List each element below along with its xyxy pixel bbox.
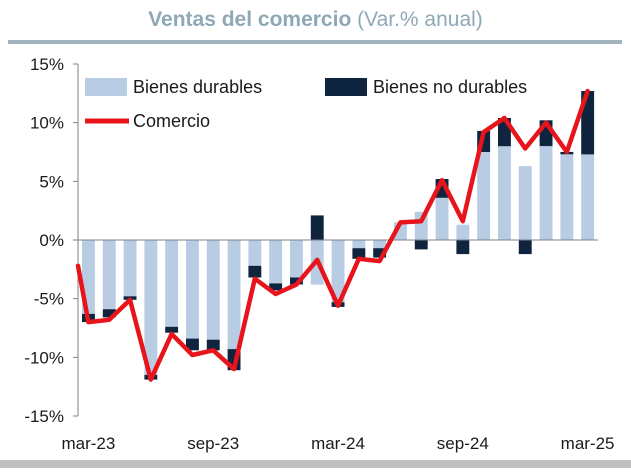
- line-group: [75, 88, 590, 382]
- bar-durables: [290, 240, 303, 278]
- bar-durables: [123, 240, 137, 297]
- bar-durables: [144, 240, 158, 375]
- x-tick-label: mar-24: [311, 434, 365, 453]
- legend-swatch-no-durables: [325, 78, 367, 96]
- comercio-point: [523, 147, 527, 150]
- x-tick-label: mar-23: [61, 434, 115, 453]
- bar-durables: [373, 240, 387, 249]
- comercio-point: [86, 320, 90, 324]
- bar-durables: [560, 154, 574, 240]
- comercio-point: [336, 304, 340, 308]
- comercio-point: [378, 259, 382, 263]
- comercio-point: [461, 219, 465, 223]
- x-tick-label: sep-24: [437, 434, 489, 453]
- chart-subtitle: (Var.% anual): [357, 8, 483, 31]
- legend: Bienes durables Bienes no durables Comer…: [85, 77, 527, 131]
- comercio-point: [170, 332, 174, 336]
- bar-durables: [102, 240, 116, 310]
- legend-label-comercio: Comercio: [133, 111, 210, 131]
- bar-durables: [539, 146, 553, 240]
- y-tick-label: 15%: [30, 55, 64, 74]
- comercio-point: [398, 220, 402, 224]
- bars-group: [82, 91, 595, 380]
- bar-durables: [269, 240, 283, 284]
- comercio-point: [128, 298, 132, 302]
- comercio-point: [274, 292, 278, 296]
- bar-durables: [352, 240, 366, 249]
- bar-durables: [165, 240, 179, 327]
- comercio-point: [211, 348, 215, 352]
- axes-group: 15% 10% 5% 0% -5% -10% -15% mar-23 sep-23 mar-24 s…: [24, 55, 614, 453]
- bar-no-durables: [518, 240, 532, 255]
- bar-durables: [331, 240, 345, 303]
- bar-no-durables: [102, 309, 116, 318]
- bar-no-durables: [269, 283, 283, 291]
- y-tick-label: -5%: [34, 290, 64, 309]
- legend-label-no-durables: Bienes no durables: [373, 77, 527, 97]
- y-tick-label: -15%: [24, 407, 64, 426]
- bar-durables: [498, 146, 511, 240]
- bar-durables: [248, 240, 262, 266]
- bar-durables: [227, 240, 241, 350]
- y-tick-label: 5%: [39, 172, 64, 191]
- comercio-point: [149, 378, 153, 382]
- bar-no-durables: [352, 248, 366, 259]
- y-tick-label: 0%: [39, 231, 64, 250]
- comercio-point: [232, 367, 236, 371]
- comercio-point: [586, 89, 590, 93]
- bar-no-durables: [290, 277, 303, 285]
- y-tick-label: 10%: [30, 114, 64, 133]
- comercio-point: [294, 283, 298, 287]
- bar-durables: [435, 197, 449, 240]
- bar-durables: [186, 240, 199, 339]
- bar-no-durables: [248, 265, 262, 278]
- comercio-point: [440, 178, 444, 182]
- x-tick-label: sep-23: [187, 434, 239, 453]
- comercio-point: [253, 277, 257, 281]
- bar-durables: [518, 166, 532, 240]
- legend-label-durables: Bienes durables: [133, 77, 262, 97]
- comercio-point: [482, 130, 486, 134]
- comercio-point: [107, 318, 111, 322]
- bar-no-durables: [186, 338, 199, 351]
- comercio-point: [190, 353, 194, 357]
- bottom-rule: [0, 460, 631, 468]
- y-tick-label: -10%: [24, 348, 64, 367]
- comercio-point: [315, 258, 319, 262]
- bar-durables: [206, 240, 220, 340]
- bar-no-durables: [373, 248, 387, 258]
- comercio-point: [502, 116, 506, 120]
- comercio-point: [544, 121, 548, 125]
- bar-no-durables: [414, 240, 428, 250]
- bar-durables: [581, 154, 595, 240]
- comercio-point: [565, 150, 569, 154]
- comercio-line: [75, 88, 590, 382]
- bar-no-durables: [310, 215, 324, 240]
- comercio-point: [419, 219, 423, 223]
- bar-durables: [477, 152, 491, 240]
- bar-no-durables: [456, 240, 470, 255]
- title-rule: [8, 40, 622, 44]
- bar-durables: [456, 224, 470, 240]
- legend-swatch-durables: [85, 78, 127, 96]
- chart-title-row: Ventas del comercio (Var.% anual): [0, 8, 631, 32]
- bar-no-durables: [165, 326, 179, 333]
- x-tick-label: mar-25: [561, 434, 615, 453]
- chart-title: Ventas del comercio: [148, 8, 352, 31]
- comercio-point: [357, 257, 361, 261]
- bar-no-durables: [206, 339, 220, 351]
